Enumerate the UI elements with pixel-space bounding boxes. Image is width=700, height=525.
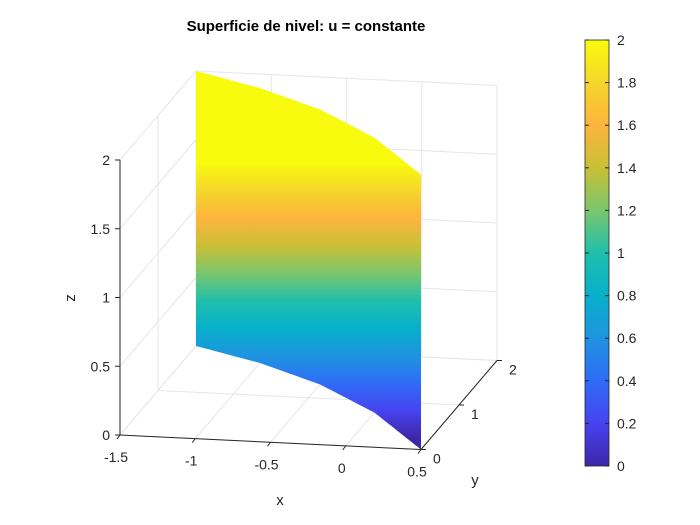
x-tick-label: -1.5 xyxy=(104,449,128,465)
x-axis-label: x xyxy=(276,492,284,509)
x-tick-mark xyxy=(342,445,347,451)
colorbar-tick-label: 0.2 xyxy=(617,415,637,431)
x-tick-mark xyxy=(267,441,271,447)
colorbar-ticks: 0 0.2 0.4 0.6 0.8 1 1.2 1.4 1.6 1.8 2 xyxy=(585,32,637,474)
grid-line xyxy=(119,208,197,298)
colorbar-tick-label: 1.8 xyxy=(617,75,637,91)
x-tick-mark xyxy=(116,434,121,440)
colorbar-tick-label: 0.6 xyxy=(617,330,637,346)
chart-title: Superficie de nivel: u = constante xyxy=(187,18,426,35)
grid-line xyxy=(119,70,197,161)
y-tick-label: 0 xyxy=(433,451,441,467)
y-tick-label: 2 xyxy=(509,362,517,378)
x-tick-label: 0.5 xyxy=(407,464,427,480)
colorbar: 0 0.2 0.4 0.6 0.8 1 1.2 1.4 1.6 1.8 2 xyxy=(584,32,637,474)
y-tick-label: 1 xyxy=(471,406,479,422)
grid-line xyxy=(119,276,197,367)
z-tick-label: 1.5 xyxy=(91,221,111,237)
z-axis-label: z xyxy=(62,294,79,302)
x-tick-label: -1 xyxy=(185,453,198,469)
colorbar-tick-label: 0.8 xyxy=(617,288,637,304)
surface xyxy=(196,71,421,450)
colorbar-tick-label: 1.2 xyxy=(617,202,637,218)
colorbar-tick-label: 2 xyxy=(617,32,625,48)
level-surface xyxy=(196,71,421,450)
grid-line xyxy=(119,139,197,230)
colorbar-tick-label: 1.6 xyxy=(617,117,637,133)
colorbar-tick-label: 1.4 xyxy=(617,160,637,176)
z-tick-label: 2 xyxy=(102,152,110,168)
z-tick-label: 0.5 xyxy=(91,358,111,374)
x-tick-label: 0 xyxy=(338,460,346,476)
colorbar-tick-label: 1 xyxy=(617,245,625,261)
grid-line xyxy=(195,70,498,86)
z-tick-label: 1 xyxy=(102,290,110,306)
tick-labels: -1.5 -1 -0.5 0 0.5 0 1 2 0 0.5 1 1.5 2 xyxy=(91,152,517,480)
x-tick-mark xyxy=(417,449,422,454)
x-tick-mark xyxy=(191,438,196,443)
axes-box xyxy=(115,159,502,454)
x-tick-label: -0.5 xyxy=(254,456,278,472)
z-tick-label: 0 xyxy=(102,427,110,443)
colorbar-tick-label: 0 xyxy=(617,458,625,474)
y-axis-label: y xyxy=(471,472,479,489)
colorbar-tick-label: 0.4 xyxy=(617,373,637,389)
